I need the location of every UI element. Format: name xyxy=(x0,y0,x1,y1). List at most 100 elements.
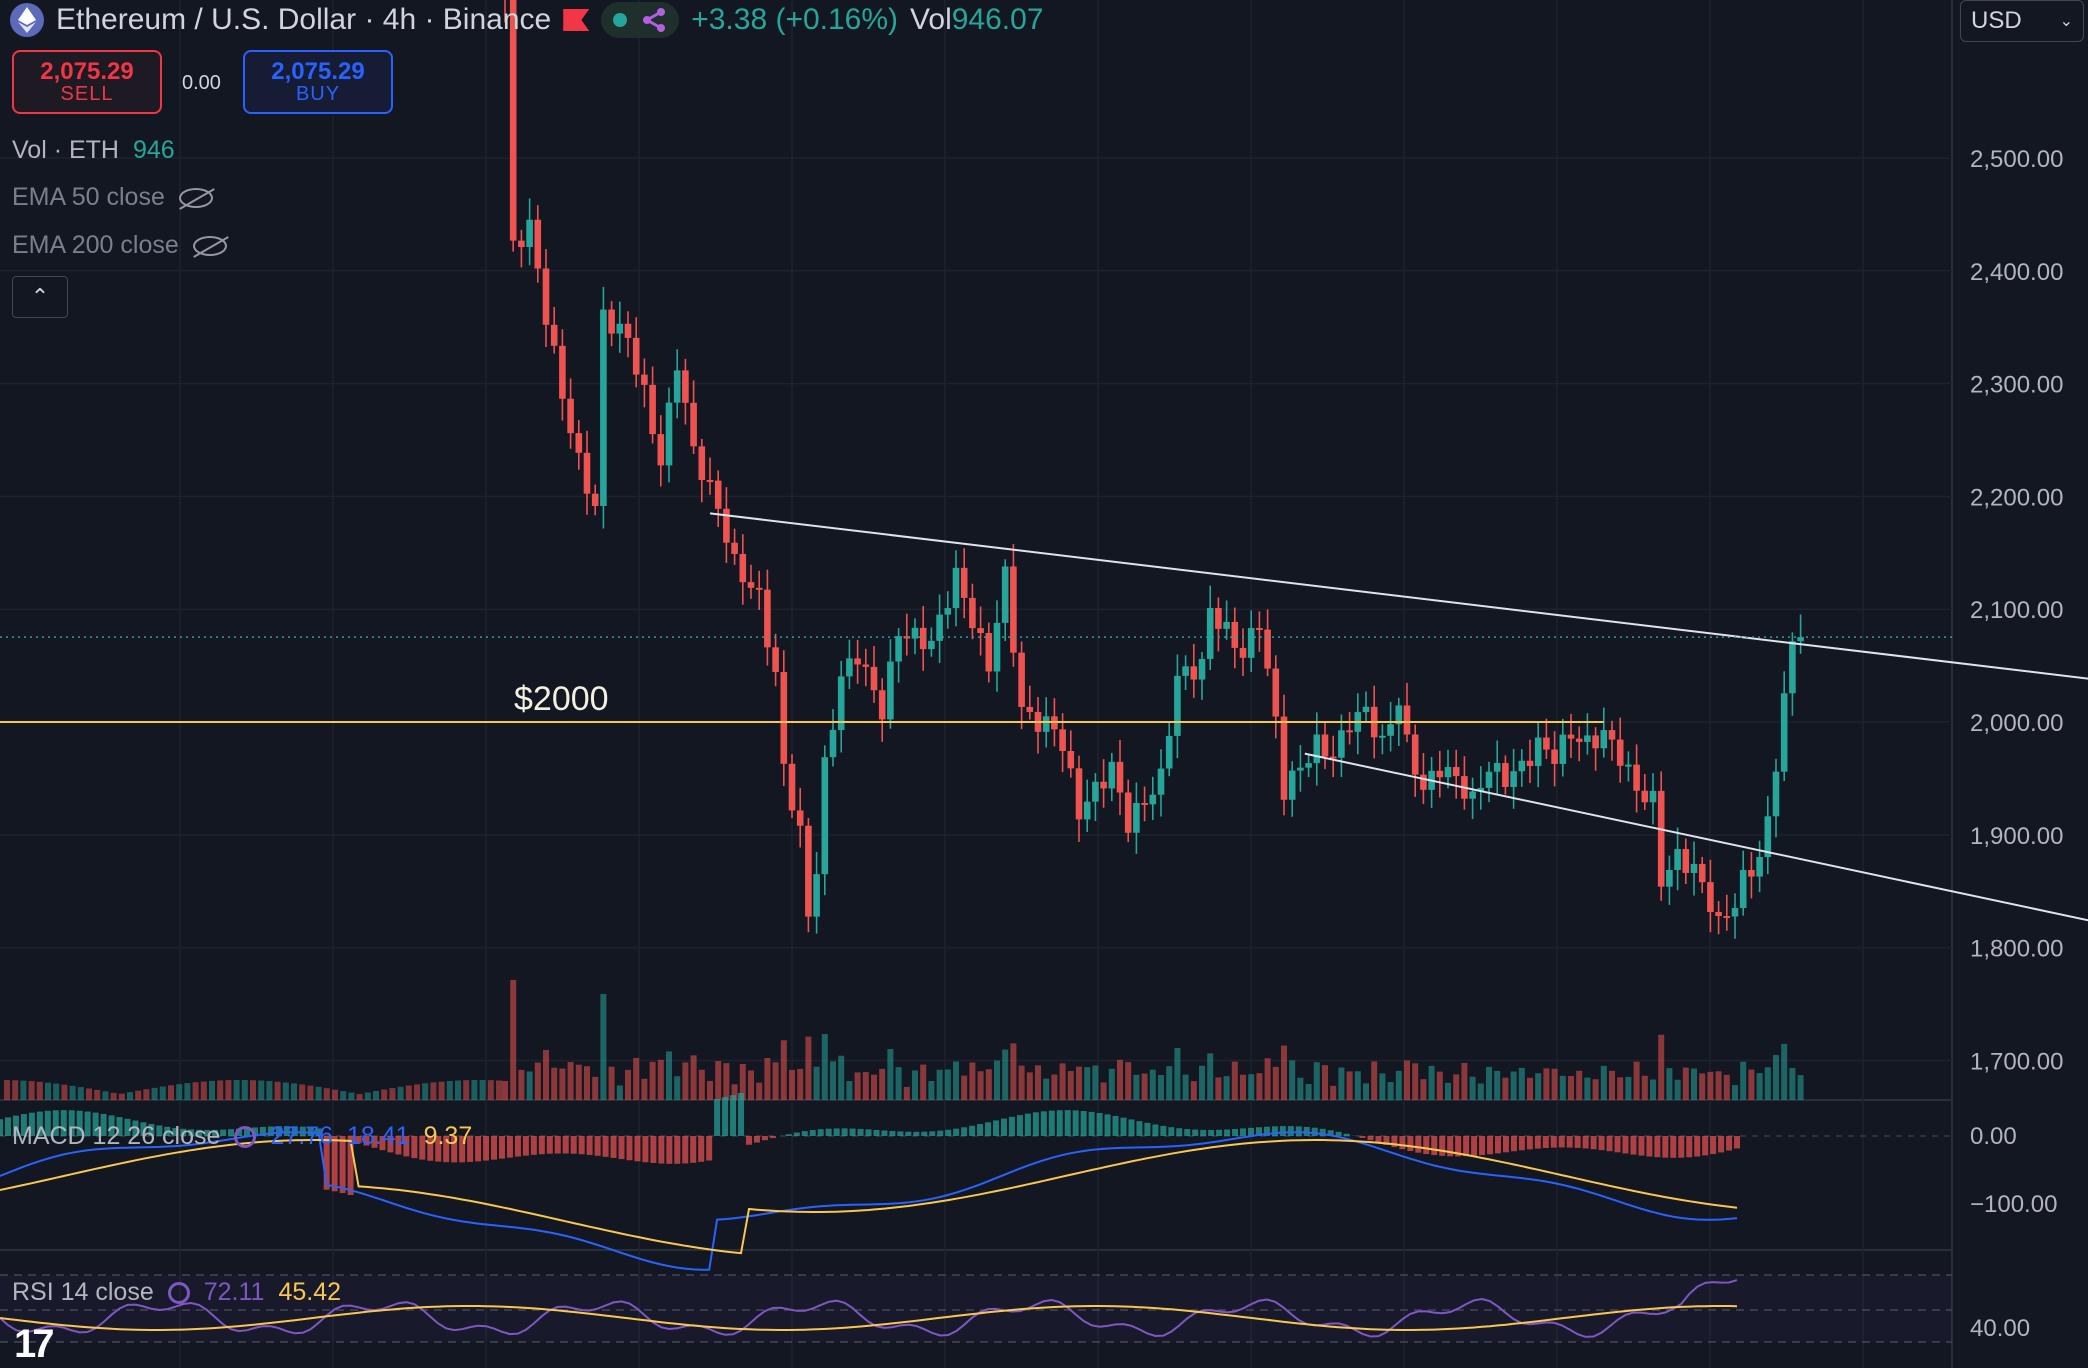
candle-body xyxy=(1124,792,1132,833)
hidden-eye-icon[interactable] xyxy=(192,235,227,256)
candle-body xyxy=(1592,735,1599,749)
rsi-legend[interactable]: RSI 14 close 72.11 45.42 xyxy=(12,1278,341,1307)
candle-body xyxy=(1305,763,1312,768)
macd-histogram-bar xyxy=(491,1136,498,1160)
volume-bar xyxy=(1207,1053,1214,1100)
ema200-legend[interactable]: EMA 200 close xyxy=(12,231,227,260)
buy-button[interactable]: 2,075.29 BUY xyxy=(243,50,393,114)
symbol-header: Ethereum / U.S. Dollar · 4h · Binance +3… xyxy=(10,0,1044,40)
volume-bar xyxy=(1740,1061,1747,1100)
macd-histogram-bar xyxy=(1375,1136,1382,1143)
volume-bar xyxy=(895,1067,902,1100)
volume-bar xyxy=(381,1089,388,1100)
macd-histogram-bar xyxy=(196,1129,203,1136)
candle-body xyxy=(796,810,804,826)
sell-button[interactable]: 2,075.29 SELL xyxy=(12,50,162,114)
macd-histogram-bar xyxy=(387,1136,394,1153)
status-pill[interactable] xyxy=(601,2,680,38)
macd-legend[interactable]: MACD 12 26 close 27.76 18.41 9.37 xyxy=(12,1122,472,1151)
macd-histogram-bar xyxy=(1702,1136,1709,1156)
macd-histogram-bar xyxy=(1136,1121,1143,1136)
volume-bar xyxy=(1240,1074,1246,1100)
ema50-legend[interactable]: EMA 50 close xyxy=(12,183,213,212)
volume-bar xyxy=(1535,1073,1542,1100)
currency-select[interactable]: USD ⌄ xyxy=(1960,0,2084,42)
volume-bar xyxy=(543,1049,549,1100)
tradingview-logo[interactable]: 17 xyxy=(14,1322,54,1366)
macd-histogram-bar xyxy=(156,1125,163,1136)
macd-histogram-bar xyxy=(674,1136,681,1164)
macd-histogram-bar xyxy=(1678,1136,1685,1158)
volume-bar xyxy=(592,1076,599,1100)
volume-bar xyxy=(258,1080,265,1100)
volume-bar xyxy=(985,1069,992,1100)
candle-body xyxy=(706,479,714,482)
macd-histogram-bar xyxy=(403,1136,410,1157)
candle-body xyxy=(682,370,689,403)
candle-body xyxy=(1543,737,1550,750)
macd-histogram-bar xyxy=(1638,1136,1645,1156)
candle-body xyxy=(1313,734,1321,764)
volume-bar xyxy=(1313,1062,1320,1100)
volume-bar xyxy=(176,1084,183,1100)
volume-bar xyxy=(1174,1048,1181,1100)
candle-body xyxy=(1059,729,1066,751)
macd-histogram-bar xyxy=(1240,1128,1247,1136)
candle-body xyxy=(1149,794,1157,805)
candle-body xyxy=(550,324,558,346)
volume-bar xyxy=(1182,1074,1189,1100)
collapse-legend-button[interactable]: ⌃ xyxy=(12,276,68,318)
candle-body xyxy=(1789,641,1796,694)
candle-body xyxy=(1280,716,1288,800)
volume-bar xyxy=(1551,1068,1558,1100)
macd-histogram-bar xyxy=(204,1129,211,1136)
header-volume-label: Vol xyxy=(910,3,952,36)
volume-bar xyxy=(266,1081,273,1100)
volume-indicator-legend[interactable]: Vol · ETH 946 xyxy=(12,136,175,165)
volume-bar xyxy=(1248,1074,1255,1100)
macd-pane xyxy=(0,1093,1952,1271)
macd-histogram-bar xyxy=(1431,1136,1438,1156)
volume-bar xyxy=(682,1062,689,1100)
macd-histogram-bar xyxy=(1622,1136,1629,1154)
macd-histogram-bar xyxy=(267,1126,274,1136)
ethereum-icon xyxy=(10,3,44,37)
volume-bar xyxy=(1281,1045,1287,1100)
volume-bar xyxy=(1584,1077,1591,1100)
macd-histogram-bar xyxy=(419,1136,426,1160)
macd-histogram-bar xyxy=(809,1130,816,1136)
cycle-icon xyxy=(167,1281,190,1304)
hidden-eye-icon[interactable] xyxy=(178,187,213,208)
volume-bar xyxy=(1600,1065,1607,1100)
volume-bar xyxy=(1199,1065,1205,1100)
macd-histogram-bar xyxy=(1391,1136,1398,1148)
volume-bar xyxy=(534,1062,541,1100)
candle-body xyxy=(895,636,902,662)
flag-icon[interactable] xyxy=(563,9,590,31)
candle-body xyxy=(1649,790,1657,803)
candle-body xyxy=(608,309,615,334)
macd-histogram-bar xyxy=(363,1136,370,1146)
macd-histogram-bar xyxy=(427,1136,434,1161)
macd-histogram-bar xyxy=(1646,1136,1653,1157)
volume-bar xyxy=(625,1069,631,1100)
candlestick-series xyxy=(504,0,1804,939)
volume-bar xyxy=(1223,1076,1230,1100)
candle-body xyxy=(1190,666,1198,680)
candle-body xyxy=(1042,716,1050,732)
macd-histogram-bar xyxy=(1590,1136,1597,1150)
volume-bar xyxy=(241,1080,248,1100)
candle-body xyxy=(1223,621,1230,629)
macd-histogram-bar xyxy=(1359,1136,1366,1138)
macd-histogram-bar xyxy=(626,1136,633,1161)
volume-bar xyxy=(356,1093,363,1100)
volume-bar xyxy=(1363,1083,1369,1100)
macd-histogram-bar xyxy=(459,1136,466,1163)
candle-body xyxy=(772,647,779,673)
macd-histogram-bar xyxy=(275,1126,282,1136)
candle-body xyxy=(1001,566,1009,623)
symbol-title[interactable]: Ethereum / U.S. Dollar · 4h · Binance xyxy=(56,3,552,36)
candle-body xyxy=(1239,647,1247,658)
macd-histogram-bar xyxy=(307,1127,314,1136)
